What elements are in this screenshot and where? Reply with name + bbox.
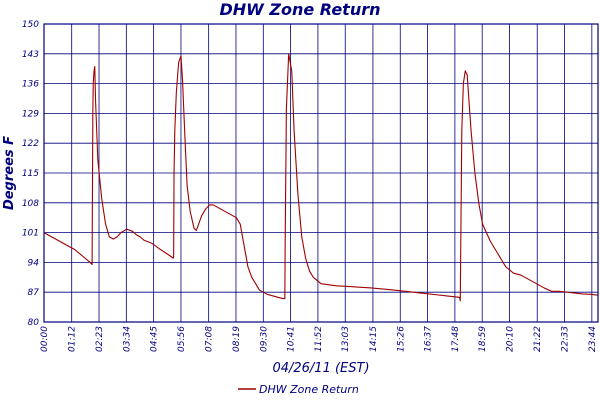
y-tick-label: 80 bbox=[28, 318, 40, 328]
x-tick-label: 13:03 bbox=[341, 326, 351, 352]
y-tick-label: 150 bbox=[22, 20, 39, 30]
y-tick-label: 108 bbox=[22, 199, 39, 209]
x-axis-label: 04/26/11 (EST) bbox=[272, 361, 369, 376]
y-tick-label: 129 bbox=[22, 109, 39, 119]
legend: DHW Zone Return bbox=[238, 383, 359, 396]
plot-border bbox=[43, 23, 599, 323]
series-line-0 bbox=[43, 53, 599, 302]
x-tick-label: 02:23 bbox=[95, 326, 105, 352]
y-tick-label: 143 bbox=[22, 50, 39, 60]
x-tick-label: 09:30 bbox=[259, 326, 269, 352]
x-tick-label: 15:26 bbox=[396, 326, 406, 352]
x-tick-label: 18:59 bbox=[478, 326, 488, 352]
x-tick-label: 20:10 bbox=[506, 326, 516, 352]
x-tick-label: 05:56 bbox=[177, 326, 187, 352]
y-tick-label: 87 bbox=[28, 288, 40, 298]
x-tick-label: 23:44 bbox=[588, 326, 598, 352]
x-tick-label: 11:52 bbox=[314, 326, 324, 352]
x-tick-label: 17:48 bbox=[451, 326, 461, 352]
y-tick-label: 101 bbox=[22, 229, 39, 239]
y-tick-label: 94 bbox=[28, 258, 40, 268]
x-tick-label: 21:22 bbox=[533, 326, 543, 352]
chart-title: DHW Zone Return bbox=[219, 0, 381, 19]
y-axis-label: Degrees F bbox=[2, 136, 17, 210]
y-tick-label: 122 bbox=[22, 139, 39, 149]
x-tick-label: 08:19 bbox=[232, 326, 242, 352]
x-tick-label: 03:34 bbox=[122, 326, 132, 352]
x-tick-label: 04:45 bbox=[150, 326, 160, 352]
y-tick-label: 115 bbox=[22, 169, 39, 179]
x-tick-label: 07:08 bbox=[205, 326, 215, 352]
legend-label: DHW Zone Return bbox=[259, 383, 359, 396]
x-tick-label: 00:00 bbox=[40, 326, 50, 352]
series-layer bbox=[43, 53, 599, 302]
x-tick-label: 14:15 bbox=[369, 326, 379, 352]
y-tick-labels: 80 87 94 101 108 115 122 129 136 143 150 bbox=[22, 20, 39, 328]
y-tick-label: 136 bbox=[22, 80, 39, 90]
x-tick-label: 22:33 bbox=[561, 326, 571, 352]
x-tick-label: 16:37 bbox=[424, 326, 434, 352]
x-tick-labels: 00:00 01:12 02:23 03:34 04:45 05:56 07:08 08:19… bbox=[40, 326, 598, 352]
x-tick-label: 10:41 bbox=[287, 326, 297, 352]
x-tick-label: 01:12 bbox=[68, 326, 78, 352]
